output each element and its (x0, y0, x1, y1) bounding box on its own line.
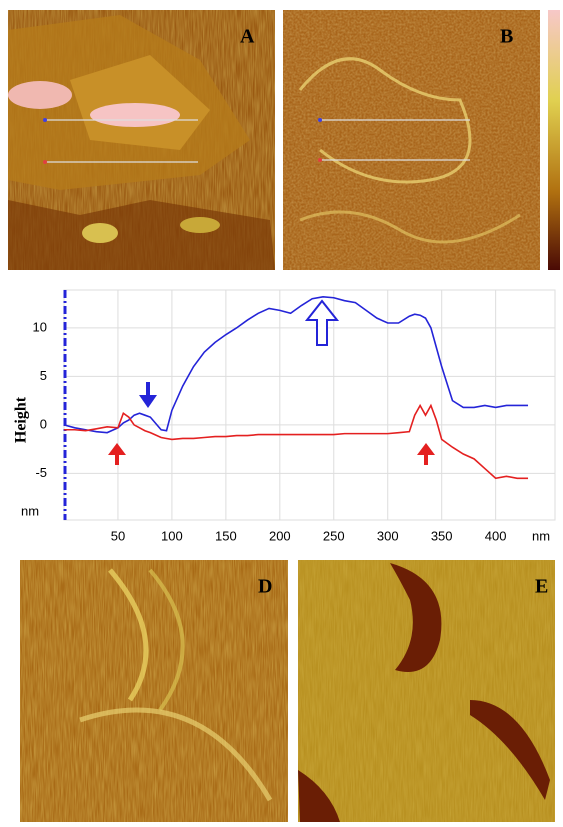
y-tick-label: -5 (35, 465, 47, 480)
color-bar (548, 10, 560, 270)
panel-d: D (20, 560, 288, 822)
panel-a: A (8, 10, 275, 270)
y-tick-label: 5 (40, 368, 47, 383)
panel-b: B (283, 10, 560, 270)
panel-label: D (258, 576, 272, 598)
panel-e: E (298, 560, 555, 822)
arrow (417, 443, 435, 465)
arrows (108, 299, 435, 465)
arrow (139, 382, 157, 408)
x-tick-label: 300 (377, 528, 399, 543)
panel-label: B (500, 26, 513, 48)
plot: 50 100 150 200 250 300 350 400 -5 0 5 10 (33, 289, 556, 543)
x-unit: nm (532, 528, 550, 543)
series-line (64, 403, 529, 480)
x-tick-label: 200 (269, 528, 291, 543)
x-tick-label: 100 (161, 528, 183, 543)
y-tick-label: 0 (40, 416, 47, 431)
x-tick-label: 350 (431, 528, 453, 543)
y-tick-label: 10 (33, 319, 47, 334)
arrow (108, 443, 126, 465)
panel-label: E (535, 576, 548, 598)
y-axis-label: Height (13, 396, 30, 443)
x-tick-label: 400 (485, 528, 507, 543)
arrow (304, 299, 340, 346)
x-tick-label: 50 (111, 528, 125, 543)
series-line (63, 295, 529, 434)
y-unit: nm (21, 503, 39, 518)
x-tick-label: 150 (215, 528, 237, 543)
plot-area (63, 289, 556, 521)
x-tick-label: 250 (323, 528, 345, 543)
panel-label: A (240, 26, 255, 48)
